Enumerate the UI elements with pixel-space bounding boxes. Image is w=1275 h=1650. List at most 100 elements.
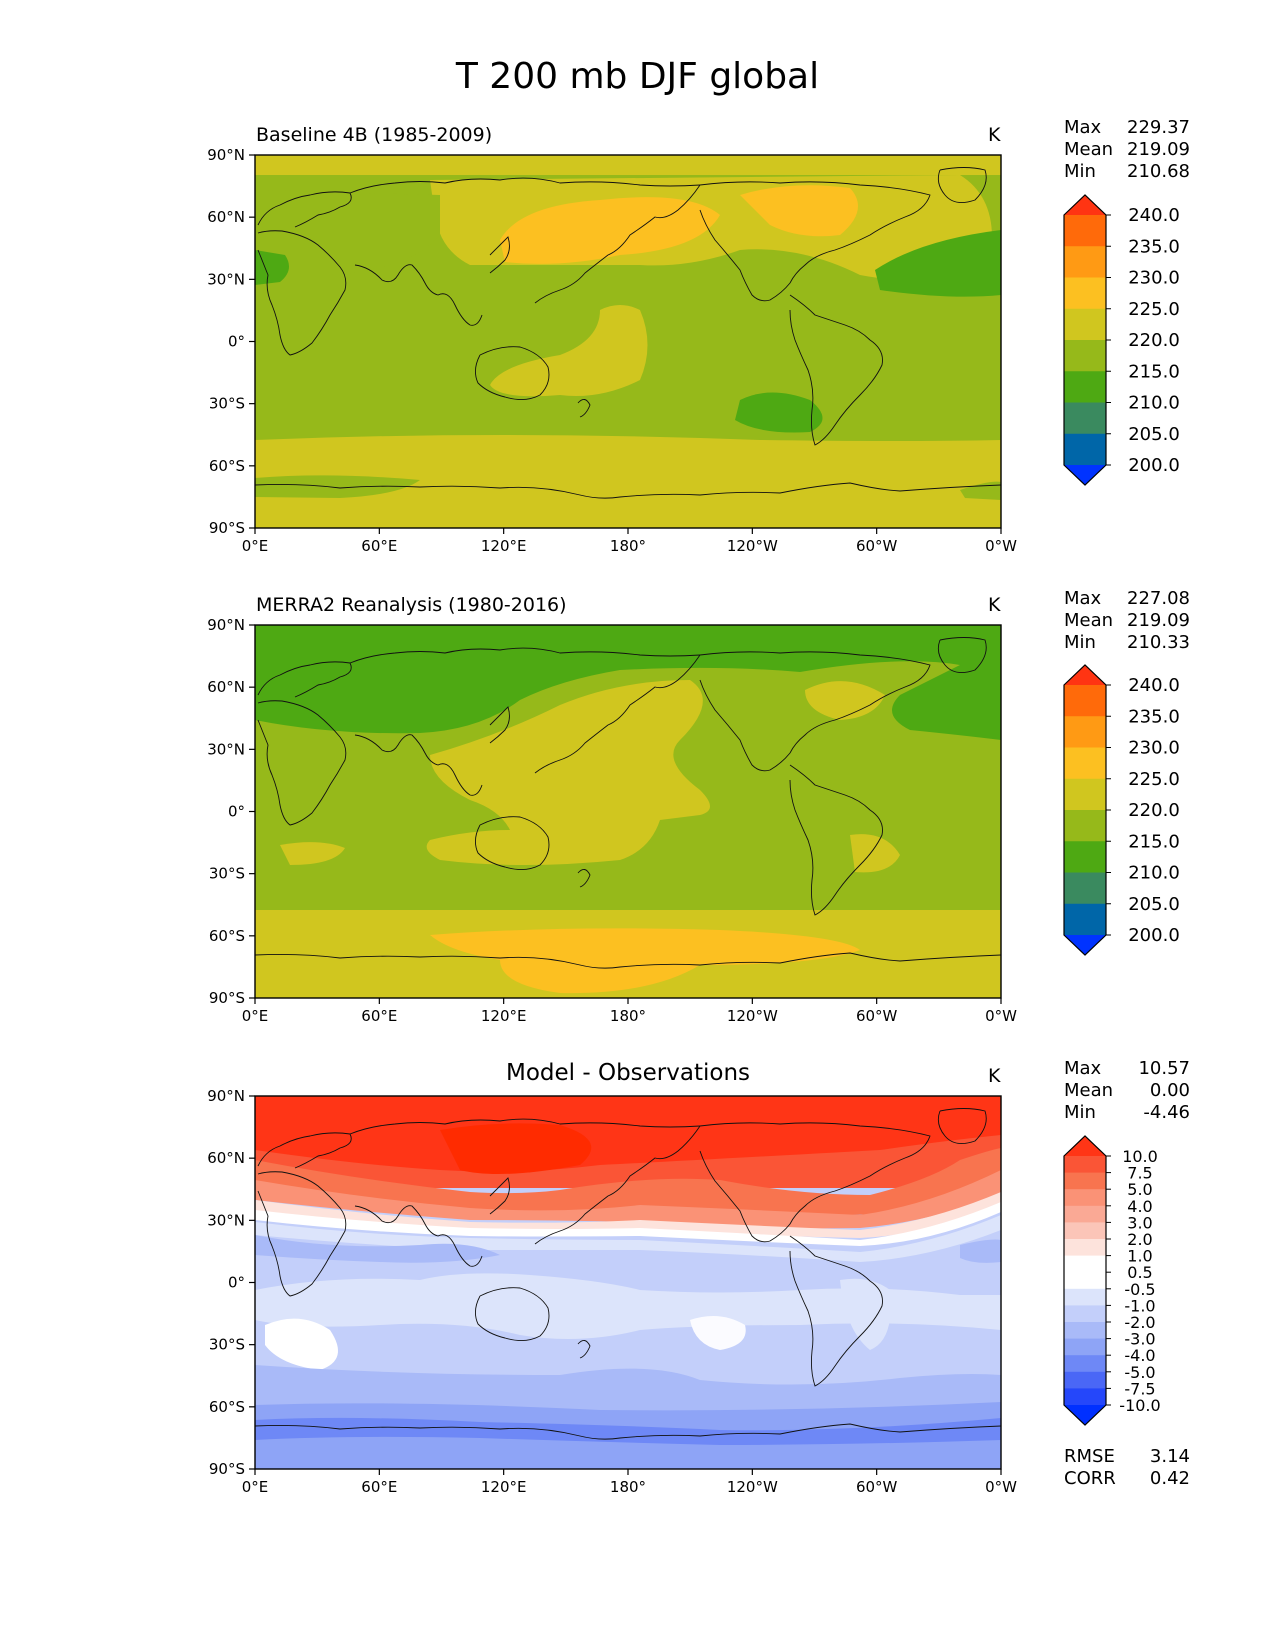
colorbar-swatch <box>1064 903 1106 936</box>
lat-tick-label: 60°S <box>209 1398 245 1416</box>
coastline <box>257 230 347 356</box>
stat-min-baseline: 210.68 <box>1127 161 1190 182</box>
stat-label-max: Max <box>1064 588 1102 609</box>
coastline <box>699 181 931 302</box>
colorbar-swatch <box>1064 716 1106 748</box>
field-arctic-warm <box>740 185 858 237</box>
lat-tick-label: 30°N <box>207 1211 245 1229</box>
stat-label-max: Max <box>1064 117 1102 138</box>
colorbar-difference: 10.07.55.04.03.02.01.00.5-0.5-1.0-2.0-3.… <box>1063 1135 1161 1426</box>
lat-tick-label: 60°N <box>207 1149 245 1167</box>
colorbar-label: 0.5 <box>1127 1263 1152 1282</box>
coastline <box>257 1171 347 1297</box>
lon-tick-label: 120°E <box>481 1007 527 1025</box>
coastline <box>489 1177 510 1215</box>
lon-tick-label: 60°W <box>856 1007 898 1025</box>
colorbar-extend-min <box>1064 1405 1106 1425</box>
field-pacific-s-warm <box>490 305 648 397</box>
field-nh-cap <box>255 155 1001 175</box>
lon-tick-label: 0°W <box>985 1007 1017 1025</box>
field-so-warm <box>255 435 1001 528</box>
colorbar-swatch <box>1064 872 1106 905</box>
colorbar-label: 205.0 <box>1128 894 1180 915</box>
lat-tick-label: 30°S <box>209 395 245 413</box>
stat-max-baseline: 229.37 <box>1127 117 1190 138</box>
field-equator-n1 <box>255 1273 1001 1339</box>
coastlines-baseline <box>255 167 1001 499</box>
colorbar-label: 205.0 <box>1128 424 1180 445</box>
colorbar-label: 225.0 <box>1128 769 1180 790</box>
lon-tick-label: 120°W <box>727 1007 778 1025</box>
panel-baseline-map <box>255 155 1001 528</box>
stat-label-min: Min <box>1064 632 1096 653</box>
colorbar-label: -7.5 <box>1124 1379 1155 1398</box>
field-ant-n4 <box>255 1446 1001 1469</box>
field-n1-tropics <box>255 1215 1001 1262</box>
coastline <box>255 482 1001 499</box>
coastlines-merra2 <box>255 637 1001 969</box>
lat-tick-label: 90°N <box>207 146 245 164</box>
colorbar-swatch <box>1064 277 1106 310</box>
colorbar-label: 10.0 <box>1122 1147 1158 1166</box>
field-pacific-warm <box>426 680 710 865</box>
colorbar-label: 240.0 <box>1128 205 1180 226</box>
colorbar-label: -2.0 <box>1124 1313 1155 1332</box>
colorbar-label: 200.0 <box>1128 925 1180 946</box>
lon-tick-label: 120°W <box>727 1478 778 1496</box>
field-ant-cold-e <box>960 481 1001 500</box>
coastline <box>349 177 701 194</box>
field-atlantic-cold <box>875 230 1001 297</box>
stat-label-min: Min <box>1064 161 1096 182</box>
lat-tick-label: 90°N <box>207 616 245 634</box>
field-africa-white <box>265 1318 338 1370</box>
coastline <box>354 264 483 326</box>
coastline <box>475 1287 550 1341</box>
colorbar-swatch <box>1064 340 1106 372</box>
lon-tick-label: 60°E <box>361 537 397 555</box>
coastline <box>937 1108 987 1145</box>
field-sa-white <box>840 1278 891 1350</box>
colorbar-swatch <box>1064 1255 1106 1273</box>
field-europe-cold <box>255 190 440 275</box>
panel-title-difference: Model - Observations <box>505 1060 750 1086</box>
stat-max-difference: 10.57 <box>1138 1058 1190 1079</box>
stat-rmse: 3.14 <box>1149 1446 1190 1467</box>
coastline <box>255 952 1001 969</box>
coastline <box>475 816 550 870</box>
colorbar-label: 230.0 <box>1128 268 1180 289</box>
lat-tick-label: 30°S <box>209 1336 245 1354</box>
coastline <box>489 706 510 744</box>
lat-tick-label: 90°S <box>209 519 245 537</box>
lon-tick-label: 0°E <box>242 1007 269 1025</box>
panel-units-baseline: K <box>988 124 1001 146</box>
coastline <box>354 734 483 796</box>
colorbar-label: 210.0 <box>1128 863 1180 884</box>
stat-label-mean: Mean <box>1064 139 1114 160</box>
coastline <box>534 654 701 774</box>
colorbar-swatch <box>1064 1322 1106 1340</box>
lat-tick-label: 60°S <box>209 457 245 475</box>
colorbar-label: 235.0 <box>1128 236 1180 257</box>
colorbar-swatch <box>1064 1288 1106 1306</box>
figure-title: T 200 mb DJF global <box>455 56 820 97</box>
colorbar-label: 235.0 <box>1128 706 1180 727</box>
lon-tick-label: 0°W <box>985 1478 1017 1496</box>
coastline <box>257 700 347 826</box>
field-africa-warm <box>280 842 345 865</box>
lat-tick-label: 0° <box>228 333 245 351</box>
colorbar-swatch <box>1064 1205 1106 1223</box>
lon-tick-label: 60°W <box>856 1478 898 1496</box>
colorbar-swatch <box>1064 1189 1106 1207</box>
lon-tick-label: 0°E <box>242 1478 269 1496</box>
lat-tick-label: 30°S <box>209 865 245 883</box>
colorbar-swatch <box>1064 215 1106 247</box>
field-n3-band <box>255 1235 500 1263</box>
field-pacific-white <box>690 1316 746 1350</box>
coastline <box>255 1423 1001 1440</box>
colorbar-label: 220.0 <box>1128 800 1180 821</box>
coastline <box>489 236 510 274</box>
colorbar-swatch <box>1064 747 1106 780</box>
colorbar-swatch <box>1064 1222 1106 1240</box>
panel-difference-map <box>255 1096 1001 1469</box>
colorbar-label: 200.0 <box>1128 455 1180 476</box>
